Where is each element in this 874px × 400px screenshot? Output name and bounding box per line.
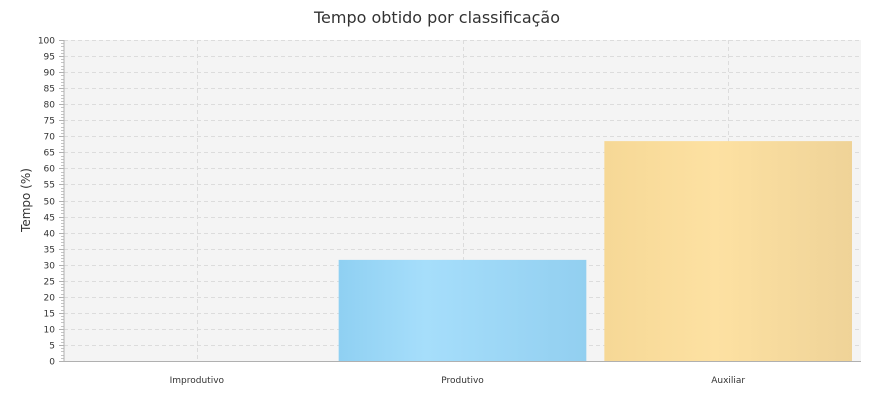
y-tick-label: 35 xyxy=(44,246,55,256)
y-tick-label: 10 xyxy=(44,326,56,336)
y-tick-label: 100 xyxy=(38,37,55,47)
y-tick-label: 85 xyxy=(44,85,55,95)
x-category-label: Improdutivo xyxy=(170,376,225,386)
y-tick-label: 0 xyxy=(49,358,55,368)
chart-title: Tempo obtido por classificação xyxy=(313,8,560,27)
y-axis-title: Tempo (%) xyxy=(19,168,33,233)
y-tick-label: 15 xyxy=(44,310,55,320)
bar-produtivo xyxy=(338,259,587,361)
bar-auxiliar xyxy=(604,141,852,361)
y-tick-label: 70 xyxy=(44,133,56,143)
y-tick-label: 90 xyxy=(44,69,56,79)
x-category-label: Auxiliar xyxy=(711,376,745,386)
y-tick-label: 40 xyxy=(44,230,56,240)
bars xyxy=(338,141,852,361)
y-tick-label: 45 xyxy=(44,214,55,224)
y-tick-label: 30 xyxy=(44,262,56,272)
y-tick-label: 55 xyxy=(44,181,55,191)
y-tick-label: 65 xyxy=(44,149,55,159)
y-tick-label: 75 xyxy=(44,117,55,127)
y-tick-label: 25 xyxy=(44,278,55,288)
x-category-label: Produtivo xyxy=(441,376,484,386)
y-tick-label: 95 xyxy=(44,53,55,63)
y-tick-label: 80 xyxy=(44,101,56,111)
y-tick-label: 5 xyxy=(49,342,55,352)
y-tick-label: 50 xyxy=(44,198,56,208)
y-axis-ticks: 0 5 10 15 20 25 30 35 40 45 50 55 60 65 70 75 80 85 90 95 10… xyxy=(38,37,64,368)
x-axis-labels: Improdutivo Produtivo Auxiliar xyxy=(170,376,746,386)
y-tick-label: 60 xyxy=(44,165,56,175)
y-tick-label: 20 xyxy=(44,294,56,304)
